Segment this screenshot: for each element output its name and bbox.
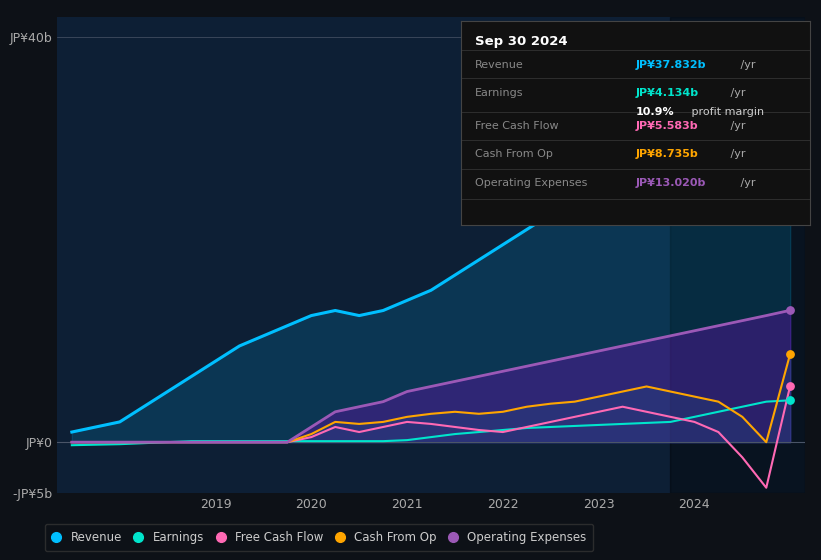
Text: JP¥5.583b: JP¥5.583b bbox=[636, 121, 699, 131]
Text: Free Cash Flow: Free Cash Flow bbox=[475, 121, 559, 131]
Point bbox=[784, 349, 797, 358]
Text: /yr: /yr bbox=[727, 121, 745, 131]
Text: profit margin: profit margin bbox=[688, 106, 764, 116]
Text: /yr: /yr bbox=[727, 149, 745, 159]
Text: Cash From Op: Cash From Op bbox=[475, 149, 553, 159]
Point bbox=[784, 306, 797, 315]
Bar bbox=[671, 17, 805, 493]
Text: /yr: /yr bbox=[727, 88, 745, 97]
Text: JP¥4.134b: JP¥4.134b bbox=[636, 88, 699, 97]
Point bbox=[784, 396, 797, 405]
Text: Operating Expenses: Operating Expenses bbox=[475, 178, 588, 188]
Text: Revenue: Revenue bbox=[475, 60, 524, 69]
Text: JP¥8.735b: JP¥8.735b bbox=[636, 149, 699, 159]
Text: /yr: /yr bbox=[737, 178, 755, 188]
Text: JP¥13.020b: JP¥13.020b bbox=[636, 178, 706, 188]
Text: /yr: /yr bbox=[737, 60, 755, 69]
Point bbox=[784, 54, 797, 63]
Legend: Revenue, Earnings, Free Cash Flow, Cash From Op, Operating Expenses: Revenue, Earnings, Free Cash Flow, Cash … bbox=[44, 524, 594, 551]
Point bbox=[784, 381, 797, 390]
Text: JP¥37.832b: JP¥37.832b bbox=[636, 60, 706, 69]
Text: Earnings: Earnings bbox=[475, 88, 524, 97]
Text: Sep 30 2024: Sep 30 2024 bbox=[475, 35, 568, 48]
Text: 10.9%: 10.9% bbox=[636, 106, 675, 116]
